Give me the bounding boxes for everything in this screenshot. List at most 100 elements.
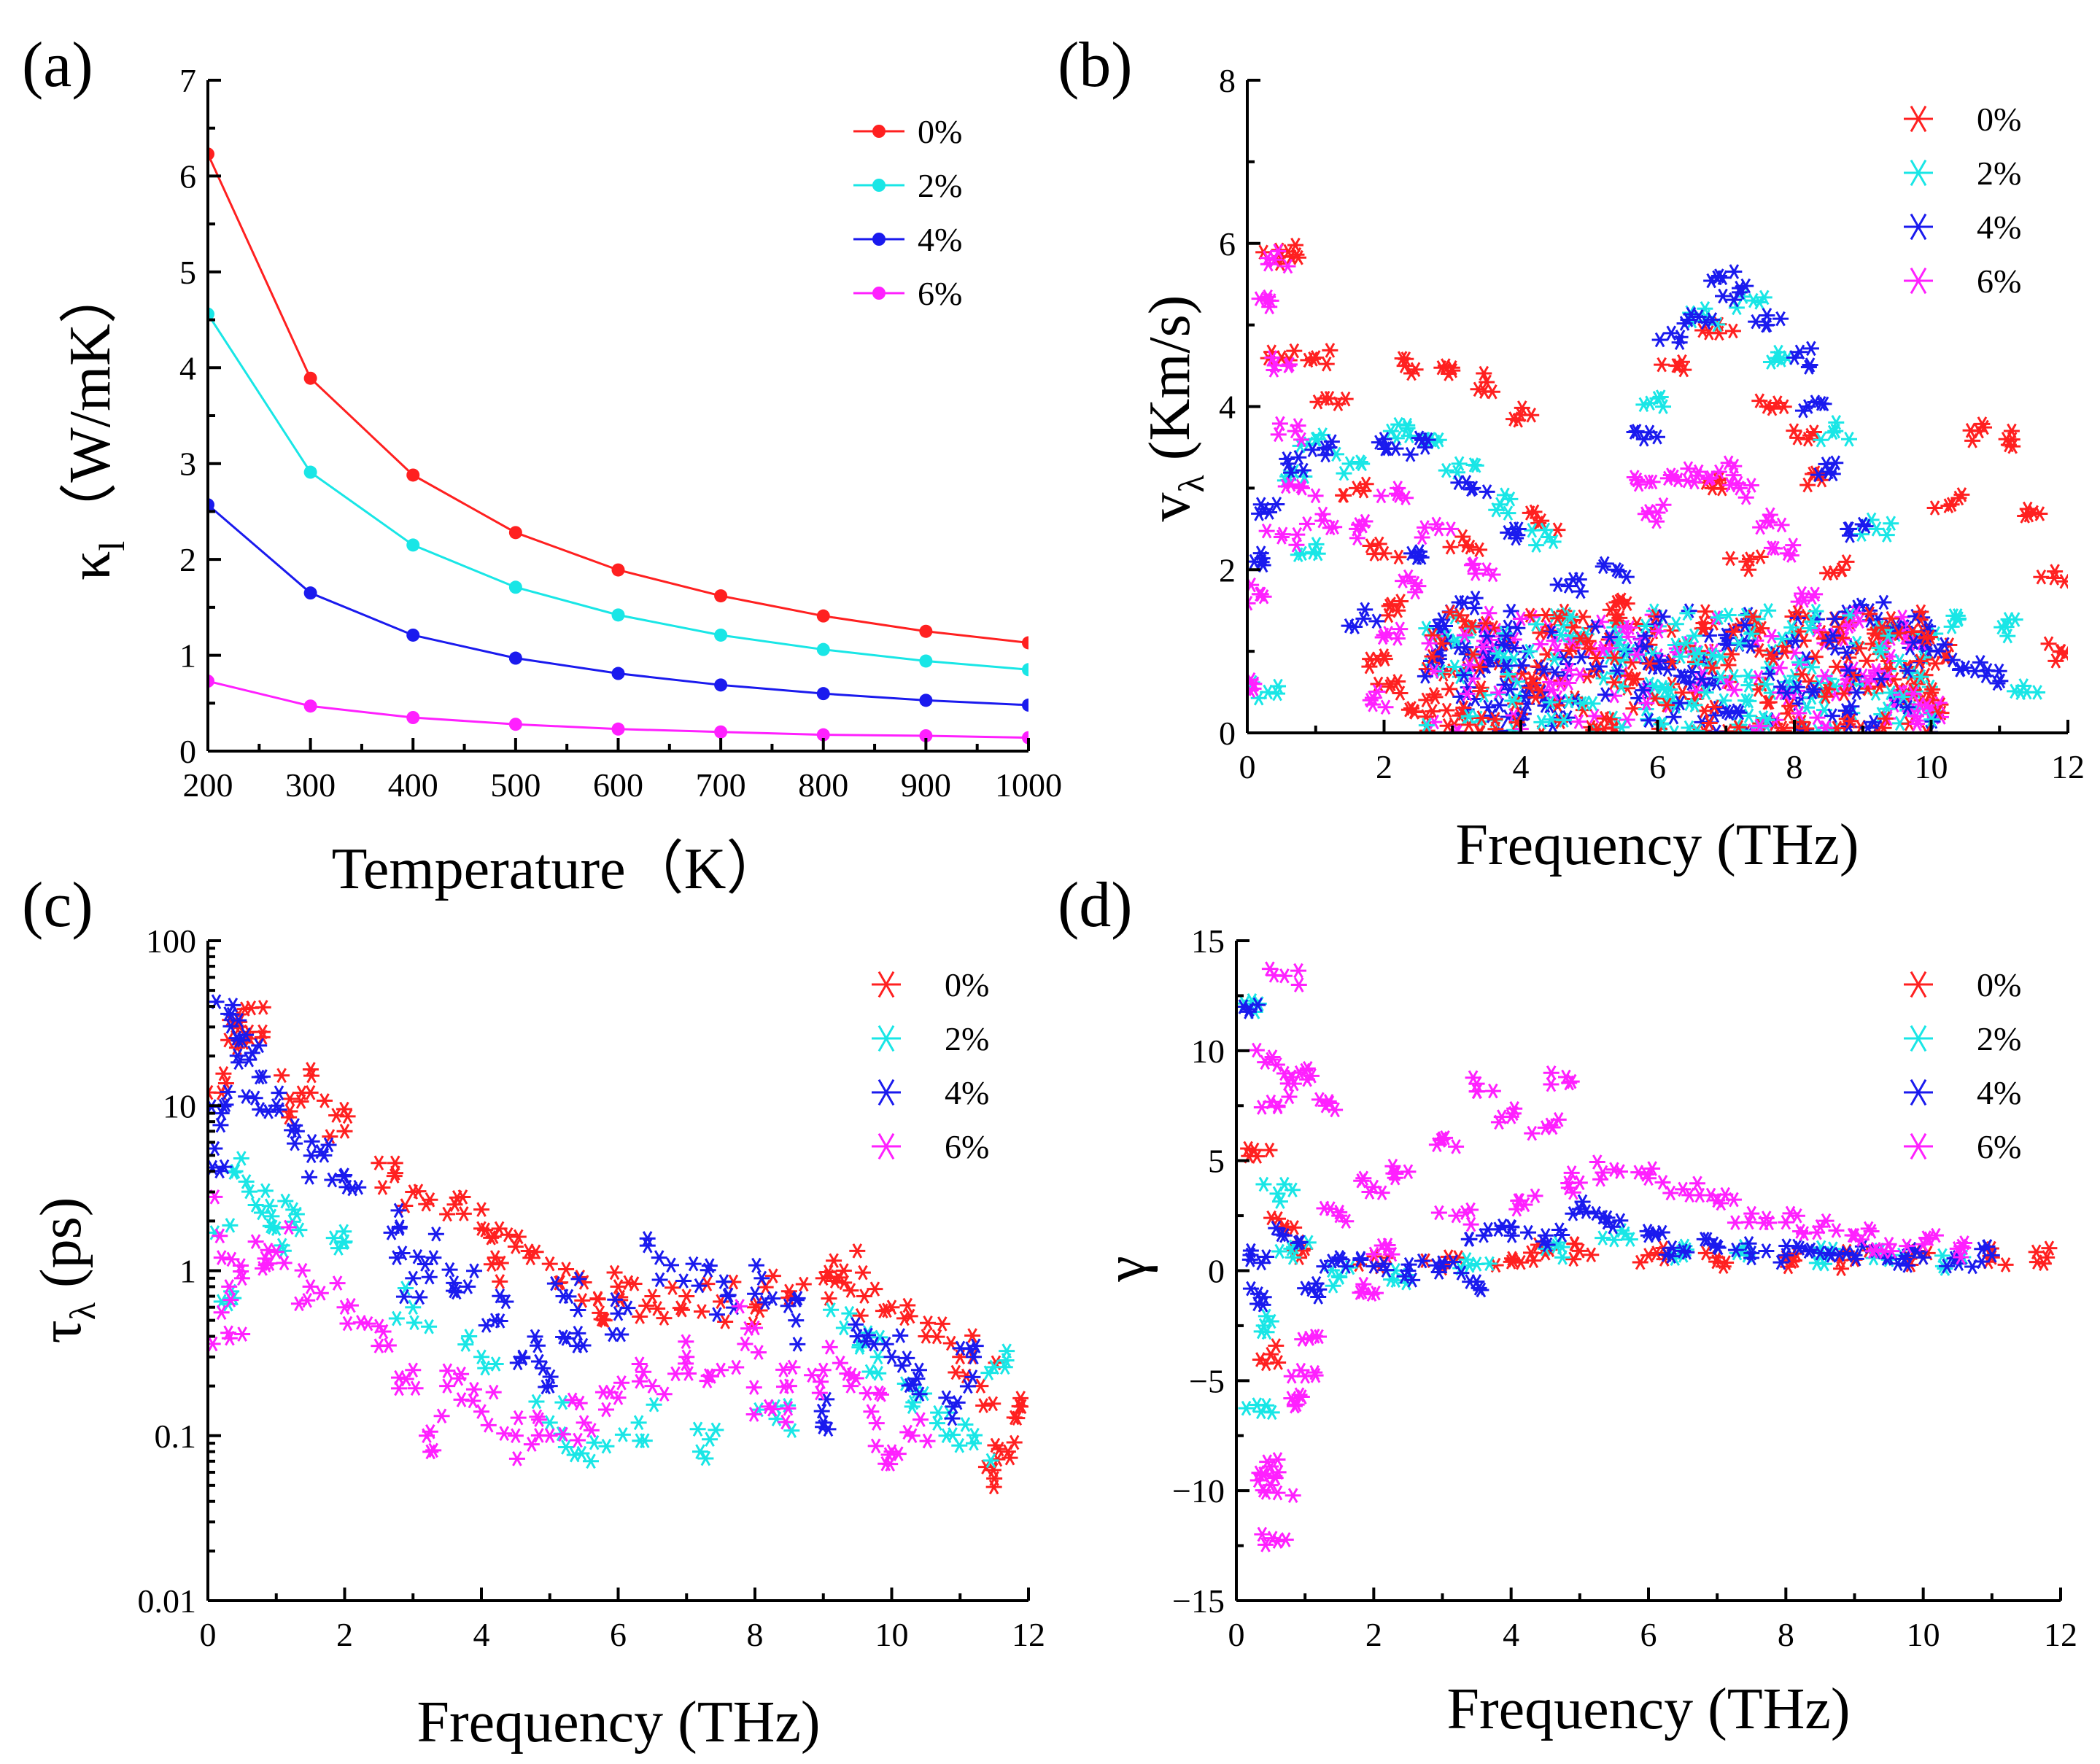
data-point (1523, 1245, 1540, 1261)
data-point (1376, 648, 1392, 664)
data-point (478, 1318, 495, 1333)
x-tick-label: 10 (1907, 1616, 1940, 1653)
data-point (1327, 1102, 1344, 1118)
data-point (455, 1206, 472, 1221)
data-point (1834, 630, 1851, 645)
data-point (847, 1316, 864, 1332)
data-point (1622, 620, 1638, 636)
data-point (1290, 963, 1307, 979)
data-point (745, 1407, 762, 1422)
data-point (388, 1250, 405, 1265)
data-point (1644, 474, 1661, 490)
x-tick-label: 8 (1786, 748, 1803, 785)
x-tick-label: 0 (1239, 748, 1256, 785)
data-point (1006, 1410, 1023, 1426)
data-point (1565, 1206, 1581, 1221)
data-point (1338, 1213, 1355, 1229)
data-point (1270, 678, 1287, 694)
data-point (422, 1192, 438, 1208)
data-point (2047, 653, 2064, 669)
data-point (395, 1289, 412, 1305)
data-point (1921, 629, 1938, 645)
legend-marker (1904, 1079, 1933, 1106)
data-point (920, 1315, 937, 1331)
data-point (1687, 646, 1704, 662)
data-point (1481, 1256, 1497, 1272)
data-point (1400, 428, 1417, 443)
data-point (1304, 442, 1321, 458)
data-point (821, 1340, 838, 1355)
data-point (1464, 618, 1481, 634)
data-point (714, 725, 728, 739)
data-point (221, 1330, 238, 1346)
data-point (1979, 663, 1996, 678)
data-point (631, 1356, 648, 1372)
y-tick-label: 0 (1219, 715, 1236, 752)
data-point (1899, 699, 1916, 715)
data-point (1757, 317, 1774, 333)
data-point (425, 1442, 442, 1458)
data-point (387, 1155, 403, 1171)
data-point (883, 1349, 900, 1365)
data-point (839, 1366, 856, 1381)
data-point (1683, 306, 1700, 322)
data-point (1255, 1297, 1271, 1313)
legend-marker (872, 1079, 901, 1106)
data-point (1674, 685, 1691, 701)
data-point (975, 1398, 992, 1413)
legend-label: 4% (1977, 1074, 2021, 1111)
data-point (1762, 354, 1779, 370)
data-point (1252, 545, 1269, 561)
data-point (1398, 351, 1414, 367)
data-point (1672, 695, 1689, 711)
data-point (1522, 643, 1538, 659)
data-point (1561, 1075, 1578, 1091)
data-point (312, 1286, 329, 1301)
data-point (1816, 396, 1832, 412)
data-point (1704, 647, 1721, 663)
data-point (611, 667, 625, 680)
data-point (496, 1426, 513, 1441)
data-point (720, 1287, 737, 1303)
data-point (523, 1437, 540, 1452)
data-point (1305, 545, 1322, 560)
data-point (1589, 1154, 1605, 1170)
data-point (277, 1193, 294, 1209)
data-point (1809, 1224, 1826, 1240)
data-point (611, 722, 625, 736)
data-point (1708, 1254, 1725, 1270)
data-point (542, 1369, 559, 1385)
data-point (1759, 712, 1775, 728)
data-point (985, 1396, 1001, 1412)
data-point (241, 1184, 258, 1200)
data-point (1859, 674, 1876, 689)
panel-d-label: (d) (1058, 870, 1133, 941)
data-point (406, 711, 420, 724)
data-point (1258, 1324, 1275, 1340)
data-point (541, 1415, 558, 1431)
data-point (1720, 607, 1737, 623)
data-point (1654, 609, 1671, 624)
data-point (1760, 602, 1777, 618)
data-point (1403, 365, 1420, 381)
data-point (1251, 586, 1268, 602)
data-point (1545, 534, 1562, 550)
data-point (602, 1385, 619, 1400)
data-point (1465, 457, 1482, 473)
data-point (1258, 523, 1275, 539)
data-point (268, 1221, 284, 1237)
data-point (1891, 653, 1908, 669)
data-point (1793, 715, 1810, 730)
data-point (1712, 669, 1729, 685)
data-point (1709, 270, 1726, 286)
legend-marker (872, 1025, 901, 1052)
data-point (678, 1289, 695, 1304)
data-point (1269, 1099, 1286, 1115)
data-point (1789, 605, 1806, 621)
data-point (1453, 1265, 1470, 1281)
data-point (1308, 1275, 1325, 1291)
data-point (1269, 1452, 1286, 1467)
data-point (1476, 365, 1492, 381)
data-point (1361, 1184, 1378, 1200)
data-point (1778, 1214, 1794, 1230)
